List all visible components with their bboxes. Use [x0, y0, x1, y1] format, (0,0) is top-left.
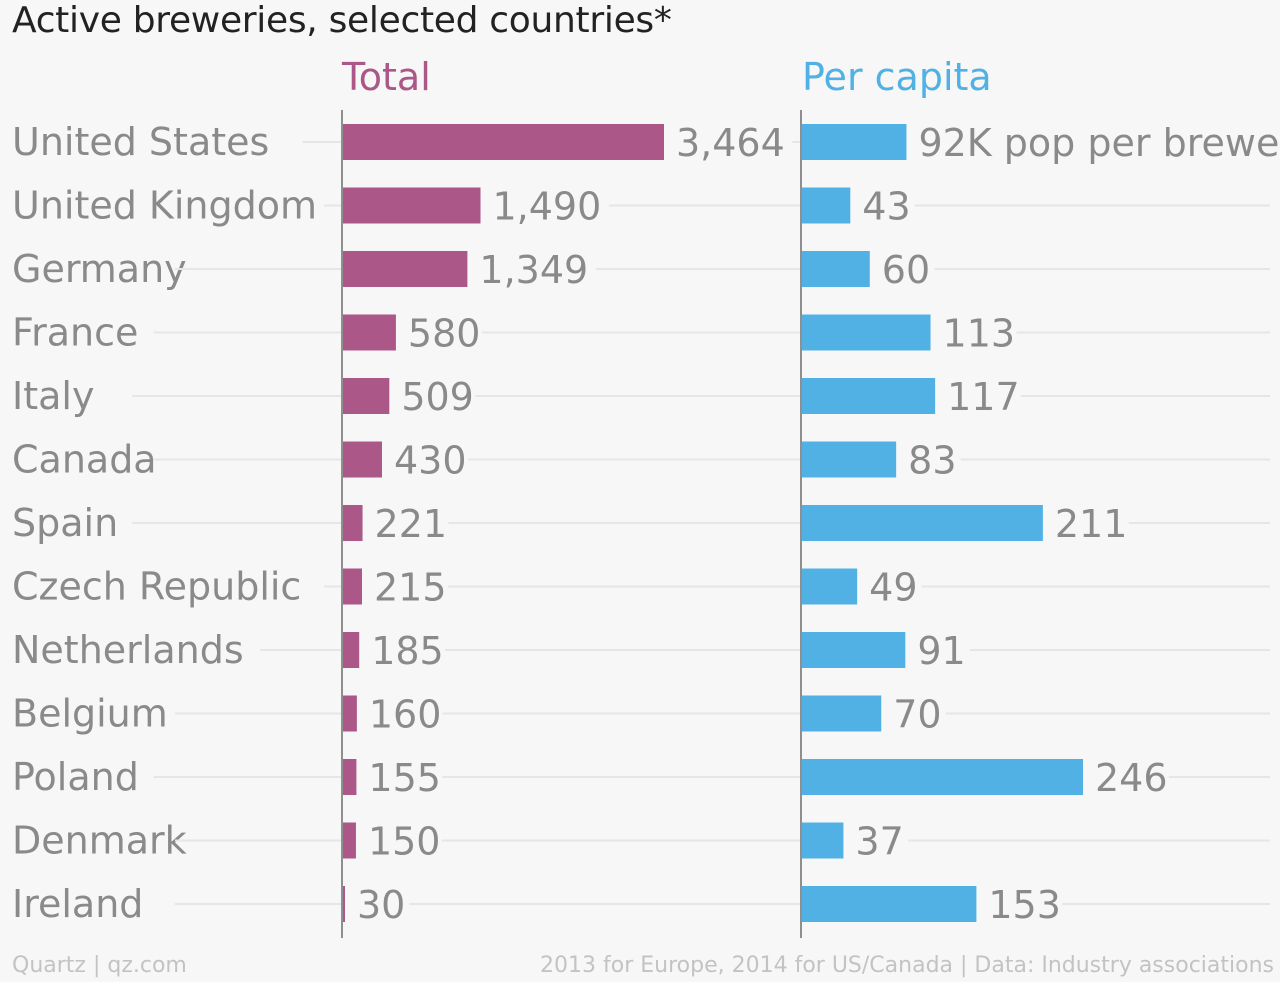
bar-per-capita-france [801, 314, 931, 351]
category-label-italy: Italy [12, 374, 94, 418]
bar-per-capita-canada [801, 441, 897, 478]
chart-title: Active breweries, selected countries* [12, 0, 672, 41]
value-label-per-capita-netherlands: 91 [917, 629, 965, 673]
value-label-total-spain: 221 [375, 502, 448, 546]
category-label-czech-republic: Czech Republic [12, 565, 301, 609]
bar-total-united-states [342, 124, 664, 160]
value-label-per-capita-germany: 60 [882, 248, 930, 292]
footer-source: Quartz | qz.com [12, 953, 187, 978]
bar-per-capita-ireland [801, 886, 977, 922]
category-label-ireland: Ireland [12, 882, 143, 926]
category-label-canada: Canada [12, 438, 157, 482]
bar-per-capita-poland [801, 759, 1083, 795]
category-label-united-states: United States [12, 120, 269, 164]
bar-per-capita-netherlands [801, 632, 906, 668]
category-label-united-kingdom: United Kingdom [12, 184, 317, 228]
value-label-per-capita-united-kingdom: 43 [862, 185, 910, 229]
value-label-total-canada: 430 [394, 439, 467, 483]
value-label-per-capita-italy: 117 [947, 375, 1020, 419]
bar-total-denmark [342, 822, 356, 859]
category-label-belgium: Belgium [12, 692, 168, 736]
bar-per-capita-united-states [801, 124, 907, 160]
value-label-total-czech-republic: 215 [374, 566, 447, 610]
per-capita-panel-title: Per capita [802, 55, 992, 99]
bar-total-canada [342, 441, 382, 478]
category-label-spain: Spain [12, 501, 118, 545]
footer-note: 2013 for Europe, 2014 for US/Canada | Da… [540, 953, 1274, 978]
bar-per-capita-united-kingdom [801, 187, 851, 224]
value-label-per-capita-czech-republic: 49 [869, 566, 917, 610]
bar-chart: United States 3,464 92K pop per brewery Uni… [12, 110, 1280, 938]
category-label-france: France [12, 311, 138, 355]
total-panel-title: Total [342, 55, 431, 99]
value-label-total-united-states: 3,464 [676, 121, 785, 165]
value-label-per-capita-united-states: 92K pop per brewery [918, 121, 1280, 165]
value-label-total-ireland: 30 [357, 883, 405, 927]
value-label-per-capita-france: 113 [943, 312, 1016, 356]
bar-total-czech-republic [342, 568, 362, 605]
bar-total-poland [342, 759, 357, 795]
bar-per-capita-denmark [801, 822, 844, 859]
category-label-denmark: Denmark [12, 819, 187, 863]
value-label-total-italy: 509 [401, 375, 474, 419]
category-label-poland: Poland [12, 755, 139, 799]
bar-per-capita-czech-republic [801, 568, 858, 605]
value-label-per-capita-belgium: 70 [893, 693, 941, 737]
value-label-total-denmark: 150 [368, 820, 441, 864]
value-label-total-belgium: 160 [369, 693, 442, 737]
bar-total-spain [342, 505, 363, 541]
bar-total-italy [342, 378, 390, 414]
category-label-germany: Germany [12, 247, 187, 291]
value-label-total-netherlands: 185 [371, 629, 444, 673]
bar-per-capita-belgium [801, 695, 882, 732]
value-label-total-united-kingdom: 1,490 [493, 185, 602, 229]
value-label-total-germany: 1,349 [479, 248, 588, 292]
bar-total-belgium [342, 695, 357, 732]
value-label-per-capita-denmark: 37 [855, 820, 903, 864]
value-label-per-capita-canada: 83 [908, 439, 956, 483]
bar-total-netherlands [342, 632, 360, 668]
category-label-netherlands: Netherlands [12, 628, 244, 672]
bar-per-capita-germany [801, 251, 870, 287]
bar-total-ireland [342, 886, 345, 922]
bar-total-united-kingdom [342, 187, 481, 224]
bar-per-capita-italy [801, 378, 936, 414]
value-label-total-poland: 155 [368, 756, 441, 800]
value-label-per-capita-spain: 211 [1055, 502, 1128, 546]
bar-total-germany [342, 251, 468, 287]
bar-per-capita-spain [801, 505, 1043, 541]
value-label-per-capita-ireland: 153 [988, 883, 1061, 927]
value-label-per-capita-poland: 246 [1095, 756, 1168, 800]
value-label-total-france: 580 [408, 312, 481, 356]
bar-total-france [342, 314, 396, 351]
